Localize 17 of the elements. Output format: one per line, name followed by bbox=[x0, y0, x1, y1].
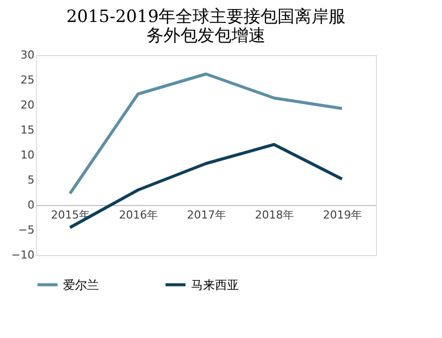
x-tick-label: 2019年 bbox=[323, 208, 362, 222]
y-tick-label: 25 bbox=[20, 74, 34, 86]
x-tick-label: 2016年 bbox=[119, 208, 158, 222]
y-tick-label: 15 bbox=[20, 124, 34, 136]
legend-label: 爱尔兰 bbox=[63, 278, 99, 292]
y-tick-label: 10 bbox=[20, 148, 34, 162]
legend-label: 马来西亚 bbox=[191, 278, 239, 292]
y-tick-label: 5 bbox=[28, 174, 34, 186]
y-tick-label: −5 bbox=[18, 224, 34, 236]
x-tick-label: 2018年 bbox=[255, 208, 294, 222]
y-tick-label: 30 bbox=[20, 48, 34, 62]
x-tick-label: 2017年 bbox=[187, 208, 226, 222]
line-series bbox=[68, 72, 344, 195]
y-tick-label: 0 bbox=[28, 198, 34, 212]
y-tick-label: −10 bbox=[11, 248, 34, 262]
chart-title: 2015-2019年全球主要接包国离岸服务外包发包增速 bbox=[66, 7, 346, 46]
y-tick-label: 20 bbox=[20, 98, 34, 112]
